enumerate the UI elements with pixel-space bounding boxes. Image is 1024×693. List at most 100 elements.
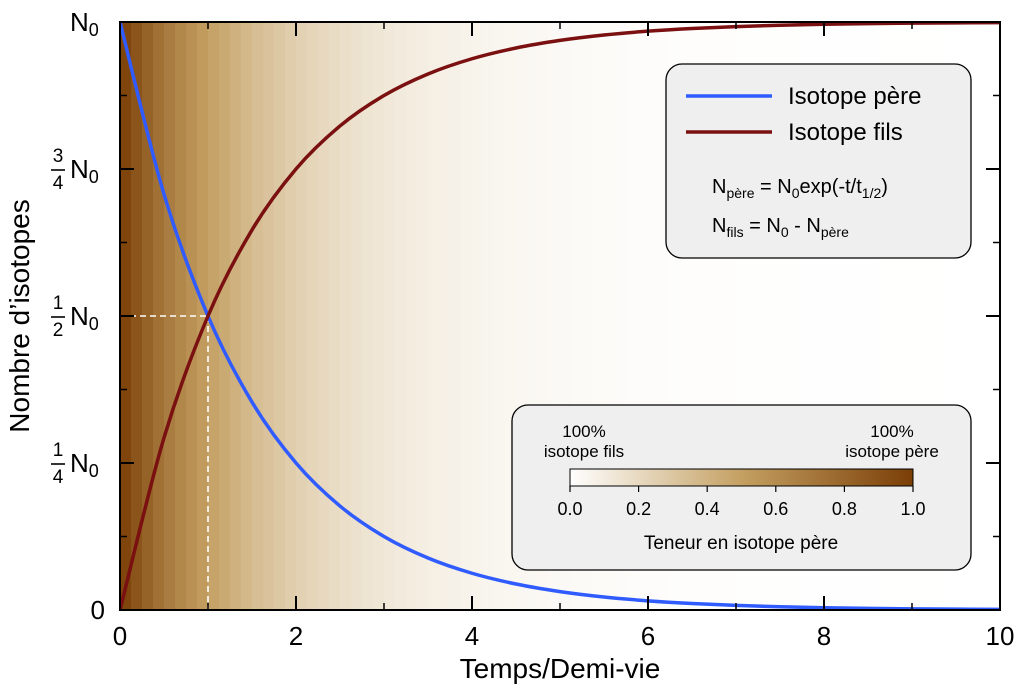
x-tick-label: 10 — [986, 621, 1015, 651]
background-strip — [285, 22, 297, 610]
background-strip — [725, 22, 737, 610]
background-strip — [450, 22, 462, 610]
background-strip — [153, 22, 165, 610]
curves-layer — [120, 22, 1000, 610]
y-tick-label: N0 — [70, 7, 99, 40]
background-strip — [791, 22, 803, 610]
background-strip — [560, 22, 572, 610]
legend-label-daughter: Isotope fils — [788, 119, 903, 146]
y-axis: 0 1 4 N0 1 2 N0 3 4 N0 N0 — [51, 7, 1000, 625]
background-strip — [626, 22, 638, 610]
background-strip — [714, 22, 726, 610]
background-strip — [670, 22, 682, 610]
background-strip — [593, 22, 605, 610]
background-strip — [758, 22, 770, 610]
background-strip — [516, 22, 528, 610]
background-strip — [813, 22, 825, 610]
colorbar-right-label-1: 100% — [870, 422, 913, 441]
colorbar-right-label-2: isotope père — [845, 442, 939, 461]
colorbar-gradient — [569, 468, 914, 487]
background-strip — [901, 22, 913, 610]
parent-content-background — [120, 22, 1000, 610]
formula-daughter: Nfils = N0 - Npère — [712, 215, 849, 240]
legend-box — [665, 63, 972, 259]
x-axis: 0 2 4 6 8 10 — [113, 22, 1015, 651]
background-strip — [615, 22, 627, 610]
y-axis-title: Nombre d’isotopes — [4, 199, 35, 432]
background-strip — [208, 22, 220, 610]
colorbar-tick-label: 0.6 — [763, 499, 788, 519]
background-strip — [582, 22, 594, 610]
series-line-daughter — [120, 22, 1000, 610]
background-strip — [318, 22, 330, 610]
colorbar-tick-label: 0.8 — [832, 499, 857, 519]
colorbar-tick-label: 0.4 — [695, 499, 720, 519]
y-tick-fraction-num: 1 — [53, 293, 64, 314]
y-tick-fraction-den: 4 — [53, 467, 64, 488]
background-strip — [494, 22, 506, 610]
y-tick-label: 0 — [91, 595, 105, 625]
background-strip — [912, 22, 924, 610]
background-strip — [780, 22, 792, 610]
background-strip — [340, 22, 352, 610]
half-life-marker — [120, 315, 209, 610]
background-strip — [604, 22, 616, 610]
background-strip — [219, 22, 231, 610]
background-strip — [417, 22, 429, 610]
background-strip — [879, 22, 891, 610]
background-strip — [351, 22, 363, 610]
background-strip — [747, 22, 759, 610]
y-tick-fraction-num: 1 — [53, 440, 64, 461]
background-strip — [505, 22, 517, 610]
x-tick-label: 2 — [289, 621, 303, 651]
background-strip — [692, 22, 704, 610]
background-strip — [857, 22, 869, 610]
background-strip — [835, 22, 847, 610]
background-strip — [824, 22, 836, 610]
background-strip — [461, 22, 473, 610]
background-strip — [307, 22, 319, 610]
x-tick-label: 0 — [113, 621, 127, 651]
background-strip — [362, 22, 374, 610]
background-strip — [296, 22, 308, 610]
background-strip — [406, 22, 418, 610]
y-tick-fraction-den: 4 — [53, 173, 64, 194]
y-tick-label: N0 — [70, 301, 99, 334]
background-strip — [846, 22, 858, 610]
background-strip — [703, 22, 715, 610]
colorbar-ticks: 0.0 0.2 0.4 0.6 0.8 1.0 — [557, 486, 926, 519]
colorbar-title: Teneur en isotope père — [644, 533, 838, 554]
background-strip — [483, 22, 495, 610]
x-tick-label: 8 — [817, 621, 831, 651]
background-strip — [527, 22, 539, 610]
background-strip — [549, 22, 561, 610]
background-strip — [945, 22, 957, 610]
background-strip — [472, 22, 484, 610]
colorbar-left-label-1: 100% — [562, 422, 605, 441]
legend-label-parent: Isotope père — [788, 83, 921, 110]
background-strip — [681, 22, 693, 610]
colorbar-tick-label: 0.0 — [557, 499, 582, 519]
series-line-parent — [120, 22, 1000, 610]
colorbar-panel: 100% isotope fils 100% isotope père 0.0 0… — [511, 404, 972, 571]
legend: Isotope père Isotope fils Npère = N0exp(… — [665, 63, 972, 259]
background-strip — [164, 22, 176, 610]
y-tick-fraction-num: 3 — [53, 146, 64, 167]
background-strip — [736, 22, 748, 610]
background-strip — [769, 22, 781, 610]
background-strip — [373, 22, 385, 610]
x-tick-label: 4 — [465, 621, 479, 651]
y-tick-label: N0 — [70, 448, 99, 481]
x-tick-label: 6 — [641, 621, 655, 651]
background-strip — [428, 22, 440, 610]
background-strip — [648, 22, 660, 610]
background-strip — [659, 22, 671, 610]
background-strip — [967, 22, 979, 610]
colorbar-left-label-2: isotope fils — [544, 442, 624, 461]
y-tick-label: N0 — [70, 154, 99, 187]
background-strip — [230, 22, 242, 610]
background-strip — [142, 22, 154, 610]
background-strip — [329, 22, 341, 610]
background-strip — [978, 22, 990, 610]
